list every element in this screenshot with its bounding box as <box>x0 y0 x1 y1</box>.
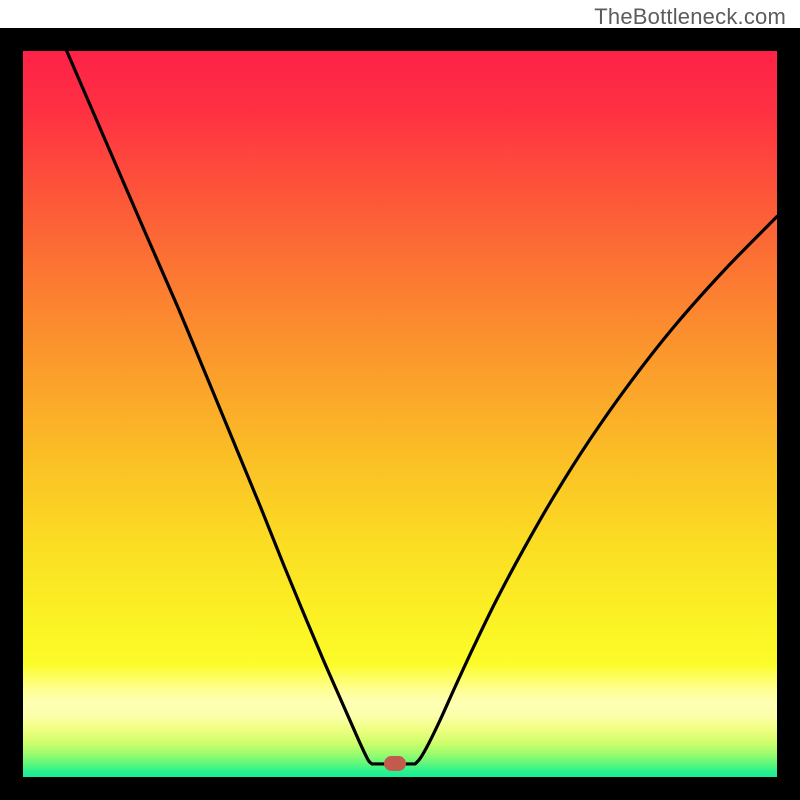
plot-svg <box>23 51 777 777</box>
gradient-background <box>23 51 777 777</box>
chart-container: TheBottleneck.com <box>0 0 800 800</box>
watermark-text: TheBottleneck.com <box>594 4 786 30</box>
plot-area <box>23 51 777 777</box>
bottleneck-marker <box>384 756 406 771</box>
